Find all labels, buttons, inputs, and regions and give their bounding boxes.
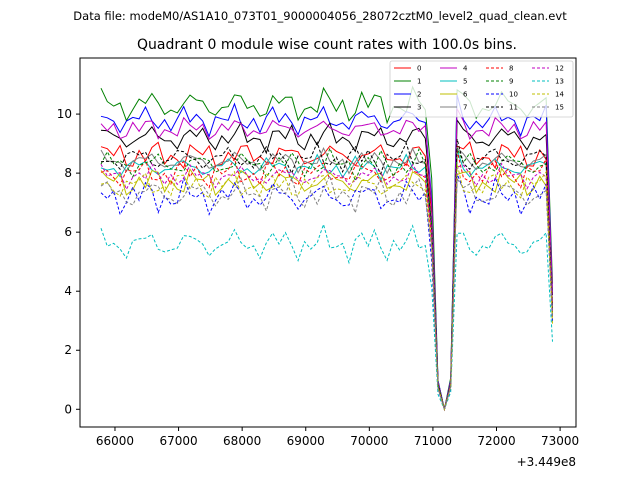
- y-tick-label: 8: [64, 166, 72, 180]
- legend-label-4: 4: [463, 65, 468, 73]
- legend-label-11: 11: [509, 104, 518, 112]
- x-axis: 66000 67000 68000 69000 70000 71000 72000 73000: [96, 427, 579, 448]
- series-line-7: [100, 146, 553, 412]
- datafile-label: Data file: modeM0/AS1A10_073T01_90000040…: [73, 9, 567, 23]
- x-offset-label: +3.449e8: [517, 455, 576, 469]
- legend-label-2: 2: [417, 91, 421, 99]
- series-line-12: [100, 162, 553, 412]
- legend-label-10: 10: [509, 91, 518, 99]
- legend-label-8: 8: [509, 65, 513, 73]
- series-line-0: [100, 141, 553, 410]
- x-tick-label: 68000: [223, 434, 261, 448]
- series-line-4: [100, 108, 553, 410]
- y-tick-label: 6: [64, 225, 72, 239]
- x-tick-label: 66000: [96, 434, 134, 448]
- plot-frame: [79, 57, 577, 428]
- x-tick-label: 69000: [287, 434, 325, 448]
- legend-label-6: 6: [463, 91, 468, 99]
- series-layer: [100, 85, 553, 412]
- series-line-2: [100, 94, 553, 410]
- y-tick-label: 0: [64, 402, 72, 416]
- series-line-8: [100, 150, 553, 412]
- y-tick-label: 10: [57, 107, 72, 121]
- x-tick-label: 73000: [541, 434, 579, 448]
- y-tick-label: 2: [64, 343, 72, 357]
- y-axis: 0 2 4 6 8 10: [57, 107, 80, 416]
- legend-label-13: 13: [555, 78, 564, 86]
- legend-label-7: 7: [463, 104, 467, 112]
- series-line-13: [100, 222, 553, 411]
- series-line-11: [100, 138, 553, 410]
- x-tick-label: 71000: [414, 434, 452, 448]
- chart-title: Quadrant 0 module wise count rates with …: [137, 37, 517, 53]
- series-line-6: [100, 167, 553, 412]
- x-tick-label: 70000: [350, 434, 388, 448]
- series-line-9: [100, 146, 553, 412]
- x-tick-label: 67000: [159, 434, 197, 448]
- legend-label-0: 0: [417, 65, 421, 73]
- legend-label-14: 14: [555, 91, 564, 99]
- legend-label-5: 5: [463, 78, 467, 86]
- legend-label-1: 1: [417, 78, 421, 86]
- x-tick-label: 72000: [477, 434, 515, 448]
- legend-label-12: 12: [555, 65, 564, 73]
- series-line-15: [100, 174, 553, 412]
- legend-label-9: 9: [509, 78, 513, 86]
- y-tick-label: 4: [64, 284, 72, 298]
- series-line-14: [100, 163, 553, 412]
- legend-label-3: 3: [417, 104, 421, 112]
- series-line-3: [100, 118, 553, 410]
- legend-label-15: 15: [555, 104, 564, 112]
- legend-frame: [389, 60, 574, 118]
